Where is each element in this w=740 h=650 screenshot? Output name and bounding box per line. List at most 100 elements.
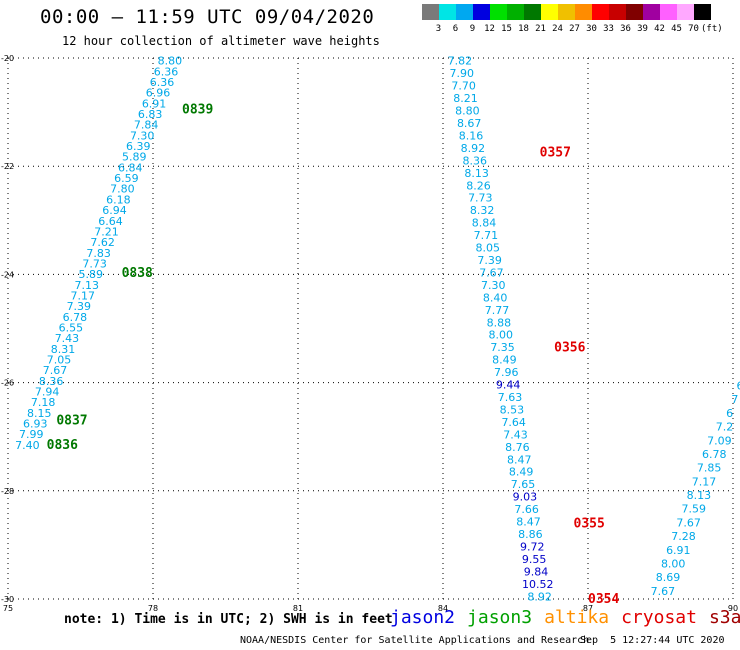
legend-swatch	[643, 4, 660, 20]
wave-height-value: 8.13	[464, 167, 489, 180]
pass-time-label: 0836	[47, 438, 78, 453]
wave-height-value: 7.80	[110, 183, 135, 196]
wave-height-value: 8.69	[656, 571, 681, 584]
wave-height-value: 8.88	[487, 316, 512, 329]
footer-note: note: 1) Time is in UTC; 2) SWH is in fe…	[64, 612, 393, 627]
wave-height-value: 7.84	[134, 119, 159, 132]
wave-height-value: 8.36	[463, 154, 488, 167]
satellite-legend: jason2 jason3 altika cryosat s3a	[390, 607, 740, 628]
wave-height-value: 8.21	[453, 92, 478, 105]
wave-height-value: 8.80	[455, 105, 480, 118]
wave-height-value: 7.39	[67, 300, 92, 313]
page-title: 00:00 – 11:59 UTC 09/04/2020	[40, 6, 375, 28]
pass-time-label: 0357	[540, 146, 571, 161]
wave-height-value: 7.99	[19, 428, 44, 441]
satellite-name: altika	[544, 607, 610, 628]
legend-label: 12	[484, 24, 495, 34]
wave-height-value: 8.47	[516, 516, 541, 529]
satellite-name: s3a	[708, 607, 740, 628]
wave-height-value: 5.89	[122, 151, 147, 164]
wave-height-value: 6.91	[666, 544, 691, 557]
wave-height-value: 8.26	[466, 179, 491, 192]
pass-time-label: 0356	[554, 340, 585, 355]
wave-height-value: 9.55	[522, 553, 547, 566]
lat-tick-label: -22	[1, 162, 14, 171]
wave-height-value: 7.63	[498, 391, 523, 404]
wave-height-value: 8.15	[27, 407, 52, 420]
legend-label: 39	[637, 24, 648, 34]
wave-height-value: 6.93	[23, 417, 48, 430]
wave-height-value: 7	[731, 393, 738, 406]
pass-time-label: 0837	[56, 413, 87, 428]
wave-height-value: 8.32	[470, 204, 495, 217]
wave-height-value: 8.86	[518, 528, 543, 541]
wave-height-value: 6.94	[102, 204, 127, 217]
wave-height-value: 7.59	[681, 503, 706, 516]
legend-label: 6	[452, 24, 459, 34]
wave-height-value: 7.35	[490, 341, 515, 354]
wave-height-value: 8.00	[488, 329, 513, 342]
wave-height-value: 5.89	[78, 268, 103, 281]
wave-height-value: 7.28	[671, 530, 696, 543]
wave-height-value: 8.31	[51, 343, 76, 356]
wave-height-value: 9.44	[496, 379, 521, 392]
wave-height-value: 6.84	[118, 161, 143, 174]
wave-height-value: 6	[726, 407, 733, 420]
lat-tick-label: -30	[1, 595, 14, 604]
legend-swatch	[541, 4, 558, 20]
legend-label: 3	[435, 24, 442, 34]
wave-height-value: 7.30	[130, 129, 155, 142]
wave-height-value: 8.67	[457, 117, 482, 130]
wave-height-value: 6.36	[154, 65, 179, 78]
wave-height-value: 7.67	[479, 266, 504, 279]
page-subtitle: 12 hour collection of altimeter wave hei…	[62, 34, 380, 48]
legend-label: 45	[671, 24, 682, 34]
lon-tick-label: 84	[438, 604, 448, 613]
legend-label: 70	[688, 24, 699, 34]
wave-height-value: 7.67	[43, 364, 68, 377]
wave-height-value: 9.72	[520, 540, 545, 553]
legend-swatch	[626, 4, 643, 20]
wave-height-value: 7.96	[494, 366, 519, 379]
legend-swatch	[694, 4, 711, 20]
satellite-name: jason3	[467, 607, 533, 628]
legend-swatch	[677, 4, 694, 20]
wave-height-value: 9.84	[524, 565, 549, 578]
lon-tick-label: 90	[728, 604, 738, 613]
satellite-name: jason2	[390, 607, 456, 628]
legend-label: 30	[586, 24, 597, 34]
wave-height-value: 7.39	[477, 254, 502, 267]
wave-height-value: 7.90	[450, 67, 475, 80]
lon-tick-label: 78	[148, 604, 158, 613]
wave-height-value: 7.13	[74, 279, 99, 292]
wave-height-value: 8.49	[492, 354, 517, 367]
wave-height-value: 7.17	[692, 475, 717, 488]
legend-swatch	[422, 4, 439, 20]
legend-swatch	[558, 4, 575, 20]
wave-height-value: 6	[736, 379, 740, 392]
wave-height-value: 7.21	[94, 225, 119, 238]
generated-timestamp: Sep 5 12:27:44 UTC 2020	[580, 635, 725, 646]
legend-label: 18	[518, 24, 529, 34]
wave-height-value: 7.17	[71, 289, 96, 302]
wave-height-value: 8.92	[527, 590, 552, 603]
wave-height-value: 7.77	[485, 304, 510, 317]
wave-height-value: 7.2	[716, 421, 734, 434]
pass-time-label: 0839	[182, 102, 213, 117]
wave-height-value: 8.53	[500, 403, 525, 416]
wave-height-value: 6.78	[63, 311, 88, 324]
wave-height-value: 8.92	[461, 142, 486, 155]
credit-line: NOAA/NESDIS Center for Satellite Applica…	[240, 635, 590, 646]
legend-unit: (ft)	[701, 24, 723, 34]
wave-height-value: 7.65	[511, 478, 536, 491]
legend-label: 15	[501, 24, 512, 34]
wave-height-value: 8.80	[158, 55, 183, 68]
satellite-name: cryosat	[621, 607, 697, 628]
wave-height-value: 6.55	[59, 321, 84, 334]
lon-tick-label: 81	[293, 604, 303, 613]
wave-height-value: 7.66	[514, 503, 539, 516]
pass-time-label: 0838	[122, 266, 153, 281]
legend-swatch	[575, 4, 592, 20]
wave-height-value: 8.00	[661, 557, 686, 570]
wave-height-value: 6.39	[126, 140, 151, 153]
